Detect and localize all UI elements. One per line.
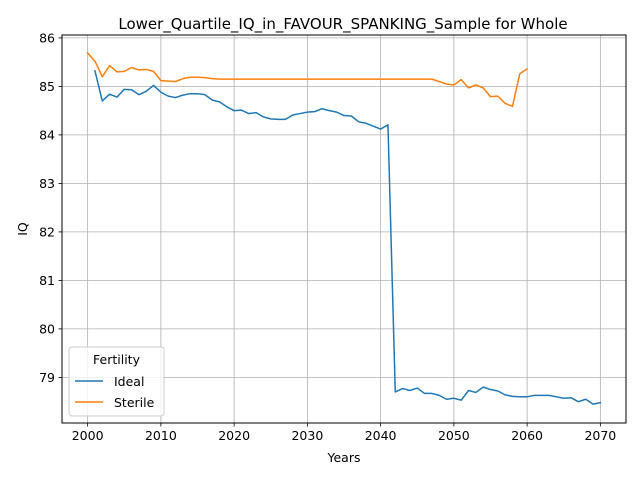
y-tick-label: 79 bbox=[39, 370, 55, 385]
x-tick-label: 2070 bbox=[584, 428, 616, 443]
legend-label-sterile: Sterile bbox=[114, 395, 155, 410]
axis-ticks: 2000 2010 2020 2030 2040 2050 2060 2070 79 80 81 82… bbox=[39, 30, 616, 443]
y-tick-label: 80 bbox=[39, 321, 55, 336]
legend-label-ideal: Ideal bbox=[114, 374, 144, 389]
legend-title: Fertility bbox=[93, 352, 141, 367]
chart-title: Lower_Quartile_IQ_in_FAVOUR_SPANKING_Sam… bbox=[118, 15, 567, 34]
series-lines bbox=[86, 51, 602, 405]
x-tick-label: 2020 bbox=[218, 428, 250, 443]
legend-box bbox=[68, 346, 165, 417]
x-tick-label: 2050 bbox=[438, 428, 470, 443]
x-tick-label: 2010 bbox=[145, 428, 177, 443]
x-tick-label: 2060 bbox=[511, 428, 543, 443]
y-axis-label: IQ bbox=[15, 222, 30, 236]
series-line-ideal bbox=[94, 69, 602, 405]
plot-frame bbox=[61, 34, 627, 424]
x-axis-label: Years bbox=[327, 450, 361, 465]
y-tick-label: 83 bbox=[39, 176, 55, 191]
y-tick-label: 84 bbox=[39, 127, 55, 142]
y-tick-label: 86 bbox=[39, 30, 55, 45]
legend: Fertility Ideal Sterile bbox=[68, 346, 165, 417]
y-tick-label: 81 bbox=[39, 273, 55, 288]
series-line-sterile bbox=[86, 51, 529, 108]
y-tick-label: 85 bbox=[39, 79, 55, 94]
x-tick-label: 2000 bbox=[72, 428, 104, 443]
x-tick-label: 2040 bbox=[365, 428, 397, 443]
x-tick-label: 2030 bbox=[291, 428, 323, 443]
y-tick-label: 82 bbox=[39, 224, 55, 239]
